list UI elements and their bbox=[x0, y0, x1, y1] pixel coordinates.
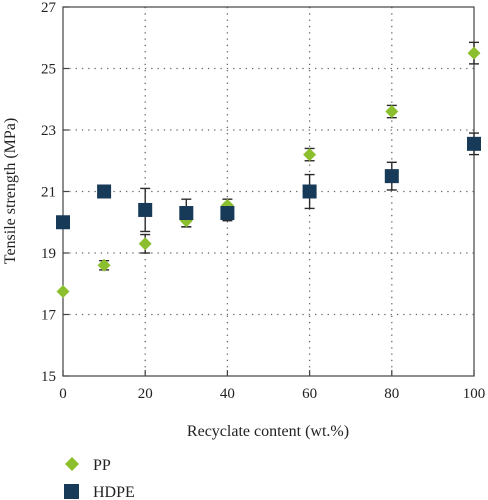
data-point-pp bbox=[303, 148, 317, 162]
x-tick-label: 0 bbox=[59, 386, 67, 402]
x-tick-label: 60 bbox=[302, 386, 317, 402]
legend-hdpe-square-icon bbox=[64, 484, 79, 499]
data-point-hdpe bbox=[138, 202, 153, 217]
data-point-hdpe bbox=[179, 206, 194, 221]
legend-item-pp: PP bbox=[65, 457, 111, 474]
x-tick-label: 100 bbox=[463, 386, 486, 402]
data-point-pp bbox=[97, 258, 111, 272]
plot-frame bbox=[62, 6, 475, 377]
y-tick-label: 23 bbox=[41, 123, 56, 139]
legend-label-hdpe: HDPE bbox=[93, 484, 135, 500]
data-point-pp bbox=[467, 46, 481, 60]
y-tick-label: 27 bbox=[41, 0, 57, 16]
data-point-hdpe bbox=[56, 215, 70, 230]
x-tick-label: 40 bbox=[220, 386, 235, 402]
data-point-hdpe bbox=[220, 206, 235, 221]
legend: PP HDPE bbox=[64, 457, 135, 500]
x-axis-title: Recyclate content (wt.%) bbox=[187, 423, 349, 440]
y-tick-label: 25 bbox=[41, 62, 56, 78]
data-markers bbox=[56, 46, 481, 298]
grid bbox=[63, 7, 474, 376]
legend-label-pp: PP bbox=[93, 457, 111, 474]
y-axis-title: Tensile strength (MPa) bbox=[2, 118, 19, 264]
y-tick-label: 19 bbox=[41, 246, 56, 262]
y-tick-label: 17 bbox=[41, 308, 57, 324]
x-tick-label: 20 bbox=[138, 386, 153, 402]
data-point-hdpe bbox=[384, 169, 399, 184]
data-point-hdpe bbox=[467, 136, 481, 151]
data-point-pp bbox=[385, 105, 399, 119]
data-point-hdpe bbox=[302, 184, 317, 199]
x-tick-label: 80 bbox=[384, 386, 399, 402]
error-bars bbox=[99, 41, 479, 271]
y-tick-label: 15 bbox=[41, 369, 56, 385]
legend-item-hdpe: HDPE bbox=[64, 484, 135, 500]
data-point-hdpe bbox=[97, 184, 112, 199]
data-point-pp bbox=[56, 284, 70, 298]
y-tick-label: 21 bbox=[41, 185, 56, 201]
legend-pp-diamond-icon bbox=[65, 457, 79, 471]
axis-ticks bbox=[62, 6, 475, 377]
data-point-pp bbox=[138, 237, 152, 251]
